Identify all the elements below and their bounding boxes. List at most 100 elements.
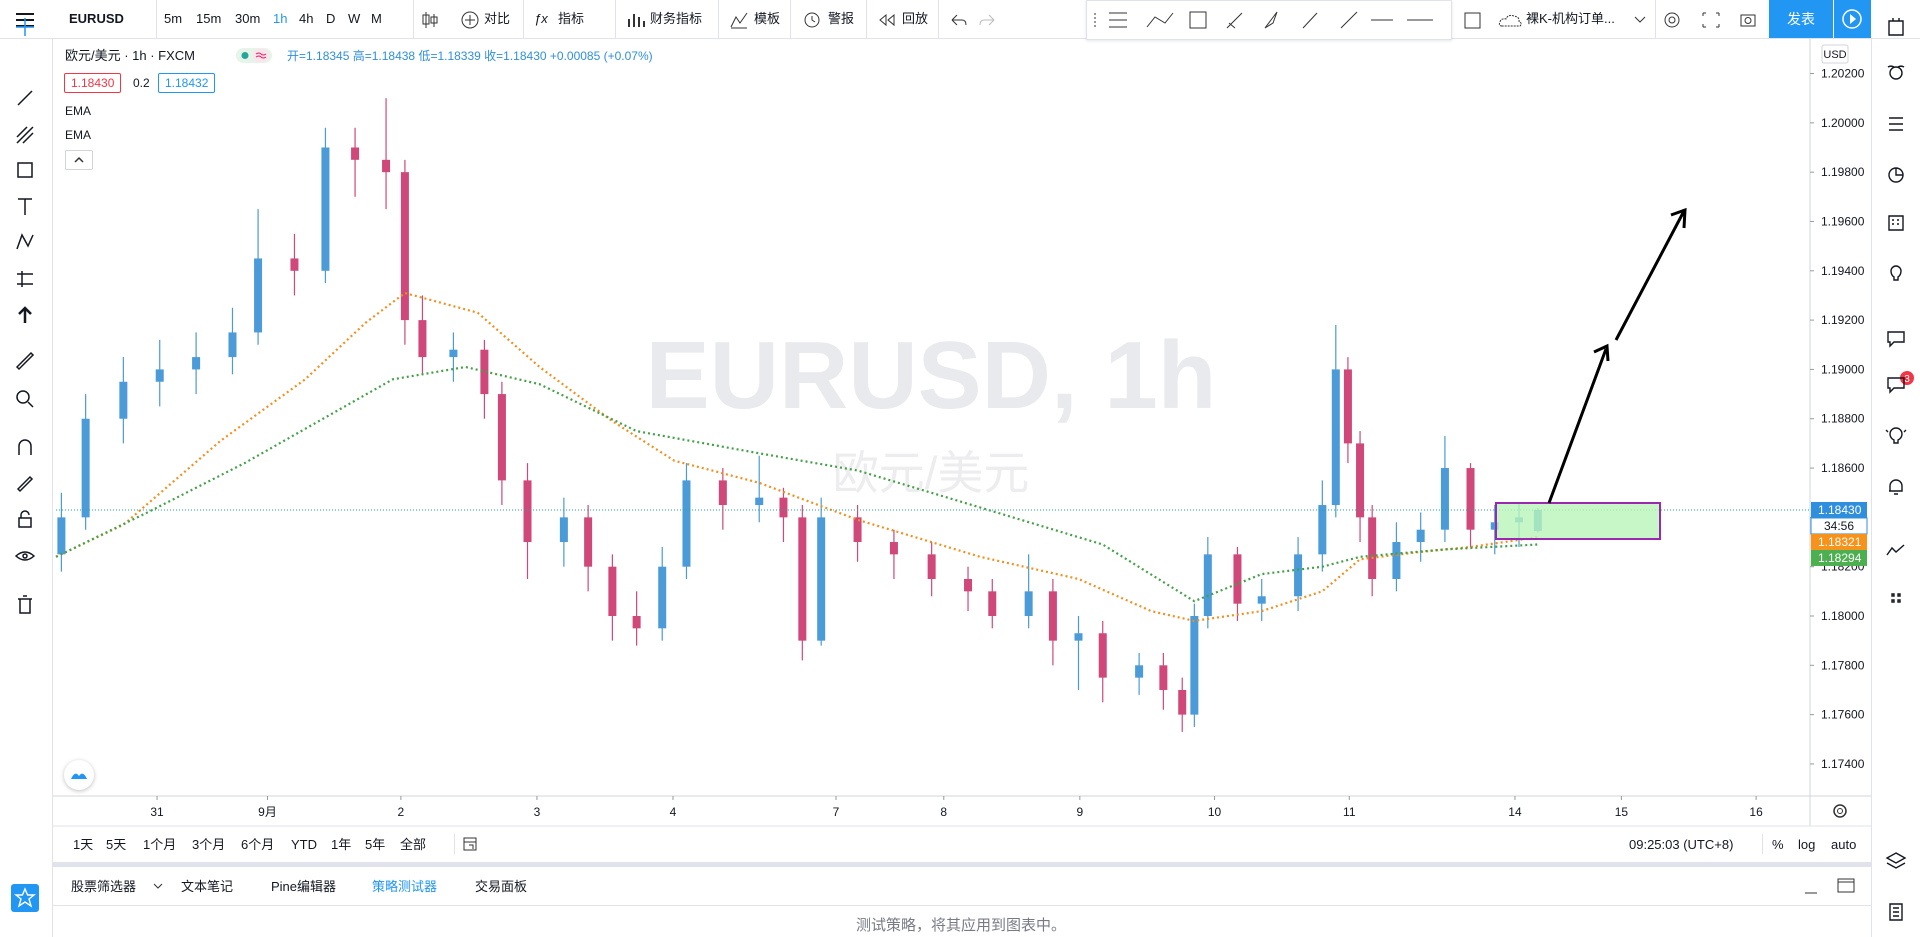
- collapse-button[interactable]: [65, 150, 93, 170]
- bars-icon[interactable]: [626, 11, 646, 29]
- range[interactable]: 6个月: [241, 837, 275, 852]
- sidebar-icon[interactable]: [1887, 331, 1905, 348]
- interval[interactable]: 5m: [164, 11, 183, 26]
- top-right-icons[interactable]: [1661, 9, 1757, 31]
- symbol[interactable]: EURUSD: [69, 11, 124, 26]
- indicators[interactable]: 指标: [558, 11, 585, 26]
- tool-icon[interactable]: [15, 351, 35, 371]
- template-icon[interactable]: [729, 11, 749, 29]
- candle-body: [192, 357, 201, 370]
- x-tick-label: 10: [1208, 805, 1222, 819]
- tool-icon[interactable]: [18, 439, 32, 455]
- status-badge[interactable]: [236, 48, 272, 63]
- templates[interactable]: 模板: [754, 11, 781, 26]
- tool-icon[interactable]: [18, 595, 32, 614]
- play-button[interactable]: [1834, 0, 1871, 38]
- sidebar-icon[interactable]: [1891, 593, 1901, 603]
- undo-redo[interactable]: [948, 10, 998, 30]
- bid[interactable]: 1.18430: [64, 73, 122, 93]
- chevron[interactable]: [1633, 12, 1647, 26]
- sidebar-icon[interactable]: [1887, 65, 1905, 80]
- range[interactable]: 1个月: [143, 837, 177, 852]
- logo-button[interactable]: [64, 760, 94, 790]
- sidebar-icon[interactable]: [1885, 427, 1907, 444]
- scale-auto[interactable]: auto: [1831, 837, 1857, 852]
- range[interactable]: YTD: [291, 837, 317, 852]
- drawing-tools[interactable]: [1087, 1, 1451, 39]
- tool-icon[interactable]: [17, 162, 33, 178]
- sidebar-icon[interactable]: [1885, 852, 1907, 869]
- tool-icon[interactable]: [18, 198, 32, 215]
- cloud-icon[interactable]: [1498, 11, 1524, 29]
- interval[interactable]: 15m: [196, 11, 222, 26]
- ask[interactable]: 1.18432: [158, 73, 216, 93]
- tool-icon[interactable]: [16, 390, 34, 408]
- x-tick-label: 8: [940, 805, 947, 819]
- interval[interactable]: 1h: [273, 11, 288, 26]
- tool-icon[interactable]: [16, 126, 34, 144]
- interval[interactable]: 4h: [299, 11, 314, 26]
- sidebar-icon[interactable]: [1890, 265, 1902, 281]
- scale-log[interactable]: log: [1798, 837, 1816, 852]
- interval[interactable]: 30m: [235, 11, 261, 26]
- sidebar-icon[interactable]: [1888, 18, 1904, 36]
- publish-button[interactable]: 发表: [1769, 0, 1833, 38]
- candle-body: [254, 258, 263, 333]
- settings-icon[interactable]: [1833, 804, 1847, 818]
- tool-icon[interactable]: [18, 306, 32, 323]
- sidebar-icon[interactable]: [1888, 215, 1904, 231]
- alerts[interactable]: 警报: [828, 11, 855, 26]
- range[interactable]: 3个月: [192, 837, 226, 852]
- tool-icon[interactable]: [18, 510, 32, 528]
- date-range-icon[interactable]: [461, 835, 479, 853]
- interval[interactable]: M: [371, 11, 382, 26]
- scale-percent[interactable]: %: [1772, 837, 1784, 852]
- tool-icon[interactable]: [17, 271, 33, 287]
- tool-icon[interactable]: [16, 18, 34, 36]
- interval[interactable]: D: [326, 11, 336, 26]
- chevron[interactable]: [152, 880, 164, 892]
- alert-icon[interactable]: [802, 10, 822, 30]
- range[interactable]: 5年: [365, 837, 386, 852]
- legend-ema: EMA: [65, 104, 92, 118]
- range[interactable]: 1年: [331, 837, 352, 852]
- panel-tab[interactable]: 股票筛选器: [71, 879, 137, 894]
- candle-body: [1203, 554, 1212, 616]
- rect-icon[interactable]: [1463, 10, 1483, 30]
- sidebar-icon[interactable]: [1889, 117, 1903, 131]
- sidebar-icon[interactable]: [1889, 903, 1903, 921]
- tool-icon[interactable]: [17, 90, 33, 106]
- candle-body: [798, 517, 807, 641]
- range[interactable]: 全部: [400, 837, 427, 852]
- price-label: 1.18321: [1818, 535, 1862, 549]
- tool-icon[interactable]: [16, 475, 34, 493]
- panel-tab[interactable]: 策略测试器: [372, 879, 438, 894]
- tool-icon[interactable]: [16, 233, 34, 250]
- financials[interactable]: 财务指标: [650, 11, 703, 26]
- range[interactable]: 5天: [106, 837, 127, 852]
- replay-icon[interactable]: [877, 11, 897, 29]
- layout-name[interactable]: 裸K-机构订单...: [1526, 11, 1615, 26]
- panel-controls[interactable]: [1800, 876, 1864, 896]
- sidebar-icon[interactable]: [1886, 544, 1905, 556]
- compare[interactable]: 对比: [484, 11, 511, 26]
- candle-body: [682, 480, 691, 567]
- sidebar-icon[interactable]: [1889, 479, 1903, 495]
- drawing-toolbar: [1086, 0, 1452, 40]
- sidebar-icon[interactable]: [1887, 377, 1905, 394]
- candle-body: [1135, 665, 1144, 678]
- panel-tab[interactable]: 交易面板: [475, 879, 528, 894]
- x-tick-label: 4: [670, 805, 677, 819]
- candle-body: [382, 159, 391, 173]
- candle-icon[interactable]: [420, 10, 440, 30]
- panel-tab[interactable]: Pine编辑器: [271, 879, 337, 894]
- axes: USD 1.174001.176001.178001.180001.182001…: [53, 39, 1871, 827]
- sidebar-icon[interactable]: [1888, 167, 1904, 183]
- panel-tab[interactable]: 文本笔记: [181, 879, 234, 894]
- range[interactable]: 1天: [73, 837, 94, 852]
- interval[interactable]: W: [348, 11, 361, 26]
- replay[interactable]: 回放: [902, 11, 929, 26]
- tool-icon[interactable]: [14, 551, 36, 561]
- watchlist-button[interactable]: [11, 884, 39, 912]
- plus-icon[interactable]: [460, 10, 480, 30]
